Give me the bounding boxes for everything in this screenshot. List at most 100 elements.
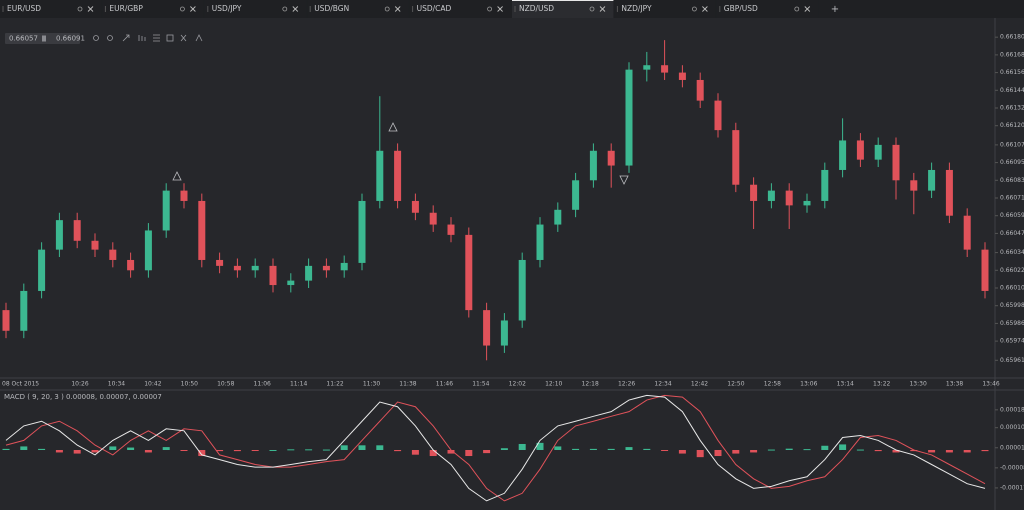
tab-close[interactable]: [394, 6, 401, 12]
x-tick-label: 12:02: [509, 381, 526, 388]
add-tab[interactable]: +: [831, 4, 839, 15]
x-tick-label: 12:58: [764, 381, 781, 388]
indicators[interactable]: [153, 34, 160, 42]
x-tick-label: 13:30: [909, 381, 926, 388]
tab-close[interactable]: [702, 6, 708, 12]
chart-type[interactable]: [138, 35, 146, 41]
x-tick-label: 13:46: [982, 381, 999, 388]
y-tick-label: 0.65986: [1000, 320, 1024, 327]
candle-body: [500, 320, 508, 346]
candle-body: [536, 224, 544, 260]
candle-body: [945, 169, 953, 216]
x-tick-label: 13:14: [837, 381, 854, 388]
tab-detach[interactable]: [384, 6, 390, 12]
candle-body: [643, 65, 651, 70]
alerts[interactable]: [195, 34, 203, 42]
x-tick-label: 11:14: [290, 381, 307, 388]
candle-body: [216, 259, 224, 266]
tab-detach[interactable]: [282, 6, 288, 12]
macd-histogram-bar: [963, 450, 971, 453]
tab-bg: [512, 0, 614, 18]
tab-bg: [409, 0, 511, 18]
x-tick-label: 11:38: [399, 381, 416, 388]
y-tick-label: 0.66132: [1000, 105, 1024, 112]
tab-detach[interactable]: [589, 6, 595, 12]
signal-marker: [619, 175, 629, 185]
candle-body: [892, 144, 900, 181]
candle-body: [376, 150, 384, 201]
macd-y-tick-label: 0.00018: [1000, 406, 1024, 413]
zoom-out[interactable]: [107, 35, 113, 41]
expand[interactable]: [122, 34, 130, 42]
candle-body: [162, 190, 170, 231]
tab[interactable]: USD/BGN: [307, 0, 409, 18]
macd-histogram-bar: [376, 445, 384, 450]
candle-body: [928, 169, 936, 191]
y-tick-label: 0.66168: [1000, 51, 1024, 58]
macd-histogram-bar: [127, 447, 135, 450]
x-tick-label: 08 Oct 2015: [2, 381, 39, 388]
signal-marker: [172, 171, 182, 181]
macd-histogram-bar: [750, 450, 758, 453]
macd-histogram-bar: [287, 449, 295, 451]
tab-close[interactable]: [804, 6, 811, 12]
tab[interactable]: EUR/GBP: [102, 0, 204, 18]
x-tick-label: 13:06: [800, 381, 817, 388]
macd-histogram-bar: [732, 450, 740, 454]
settings[interactable]: [180, 34, 187, 42]
tab[interactable]: USD/CAD: [409, 0, 511, 18]
tab-close[interactable]: [599, 6, 606, 12]
x-tick-label: 12:26: [618, 381, 635, 388]
candle-body: [767, 190, 775, 201]
tab-bg: [614, 0, 716, 18]
tab-detach[interactable]: [692, 6, 697, 12]
tab-detach[interactable]: [77, 6, 83, 12]
macd-histogram-bar: [465, 450, 473, 457]
tab-detach[interactable]: [487, 6, 493, 12]
zoom-in[interactable]: [93, 35, 99, 41]
macd-histogram-bar: [839, 444, 847, 450]
ask-price: 0.66091: [56, 35, 85, 43]
y-tick-label: 0.66083: [1000, 177, 1024, 184]
tab-detach[interactable]: [794, 6, 800, 12]
tab[interactable]: USD/JPY: [204, 0, 307, 18]
candle-body: [20, 290, 28, 331]
macd-histogram-bar: [447, 450, 455, 454]
macd-histogram-bar: [661, 450, 669, 451]
macd-histogram-bar: [500, 448, 508, 450]
y-tick-label: 0.66059: [1000, 212, 1024, 219]
tab[interactable]: NZD/USD: [512, 0, 614, 18]
macd-histogram-bar: [607, 448, 615, 450]
tab-close[interactable]: [190, 6, 196, 12]
drawing[interactable]: [166, 34, 174, 42]
tab-close[interactable]: [87, 6, 94, 12]
macd-histogram-bar: [198, 450, 206, 457]
tab-close[interactable]: [292, 6, 299, 12]
x-tick-label: 10:42: [144, 381, 161, 388]
macd-histogram-bar: [144, 450, 152, 453]
y-tick-label: 0.66071: [1000, 195, 1024, 202]
macd-histogram-bar: [162, 447, 170, 450]
candle-body: [180, 190, 188, 201]
y-tick-label: 0.66034: [1000, 249, 1024, 256]
tab-close[interactable]: [497, 6, 503, 12]
tab[interactable]: GBP/USD: [716, 0, 819, 18]
macd-histogram-bar: [874, 450, 882, 452]
candle-body: [572, 180, 580, 210]
candle-body: [251, 265, 259, 271]
tab-detach[interactable]: [179, 6, 185, 12]
candle-body: [73, 220, 81, 241]
macd-histogram-bar: [678, 450, 686, 454]
y-tick-label: 0.66022: [1000, 267, 1024, 274]
tab-bg: [307, 0, 409, 18]
macd-histogram-bar: [696, 450, 704, 458]
candle-body: [322, 265, 330, 271]
macd-histogram-bar: [358, 445, 366, 450]
candle-body: [340, 262, 348, 271]
macd-histogram-bar: [589, 448, 597, 450]
tab[interactable]: EUR/USD: [0, 0, 102, 18]
y-tick-label: 0.66107: [1000, 141, 1024, 148]
x-tick-label: 10:34: [108, 381, 125, 388]
candle-body: [55, 220, 63, 250]
tab[interactable]: NZD/JPY: [614, 0, 716, 18]
